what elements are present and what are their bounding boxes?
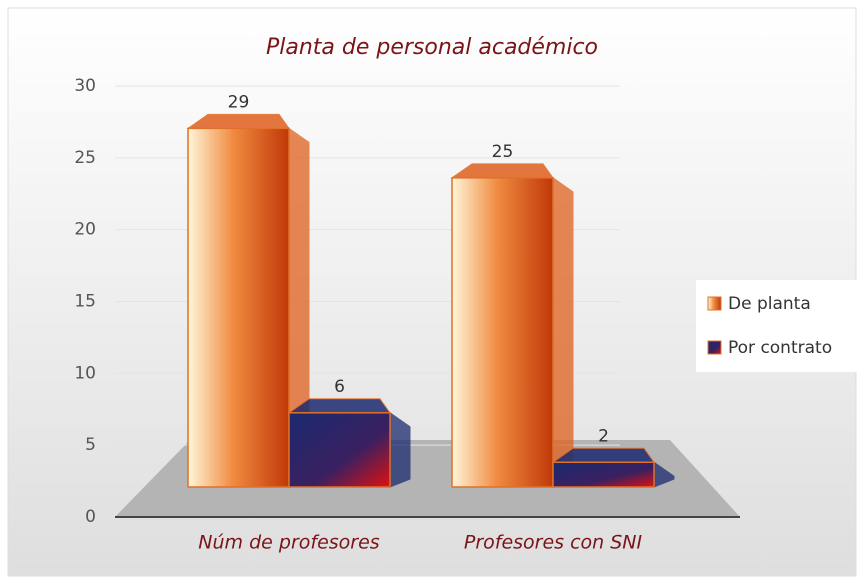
bar bbox=[552, 461, 655, 488]
value-label: 29 bbox=[228, 92, 250, 112]
chart-title: Planta de personal académico bbox=[266, 35, 598, 60]
y-tick-label: 0 bbox=[85, 507, 96, 527]
bar bbox=[288, 412, 391, 488]
legend bbox=[696, 280, 858, 372]
bar-side bbox=[552, 176, 574, 488]
y-tick-label: 10 bbox=[74, 363, 96, 383]
bar bbox=[451, 177, 554, 488]
x-tick-label: Núm de profesores bbox=[198, 532, 379, 554]
y-tick-label: 20 bbox=[74, 220, 96, 240]
x-tick-label: Profesores con SNI bbox=[464, 532, 643, 554]
legend-label: Por contrato bbox=[728, 338, 832, 358]
y-tick-label: 15 bbox=[74, 292, 96, 312]
value-label: 25 bbox=[492, 142, 514, 162]
bar bbox=[187, 127, 290, 488]
y-tick-label: 30 bbox=[74, 76, 96, 96]
y-tick-label: 5 bbox=[85, 435, 96, 455]
value-label: 6 bbox=[334, 377, 345, 397]
legend-swatch bbox=[707, 296, 722, 311]
value-label: 2 bbox=[598, 426, 609, 446]
legend-label: De planta bbox=[728, 294, 811, 314]
legend-swatch bbox=[707, 340, 722, 355]
y-tick-label: 25 bbox=[74, 148, 96, 168]
